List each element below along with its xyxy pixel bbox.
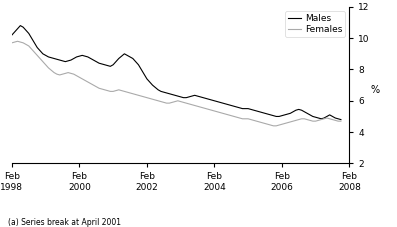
Females (10, 42, 14, 44)
Females (274, 124, 279, 127)
Males (80, 54, 85, 57)
Males (49, 56, 54, 59)
Text: (a) Series break at April 2001: (a) Series break at April 2001 (8, 218, 121, 227)
Females (15, 40, 20, 43)
Males (266, 113, 270, 116)
Females (49, 69, 54, 72)
Legend: Males, Females: Males, Females (285, 11, 345, 37)
Females (266, 123, 270, 126)
Females (271, 124, 276, 127)
Males (271, 114, 276, 117)
Males (10, 34, 14, 36)
Males (125, 54, 129, 57)
Males (18, 24, 23, 27)
Males (240, 107, 245, 110)
Y-axis label: %: % (371, 85, 380, 95)
Males (339, 118, 343, 121)
Females (339, 120, 343, 123)
Females (240, 117, 245, 120)
Females (80, 77, 85, 80)
Line: Females: Females (12, 41, 341, 126)
Line: Males: Males (12, 26, 341, 120)
Females (125, 91, 129, 94)
